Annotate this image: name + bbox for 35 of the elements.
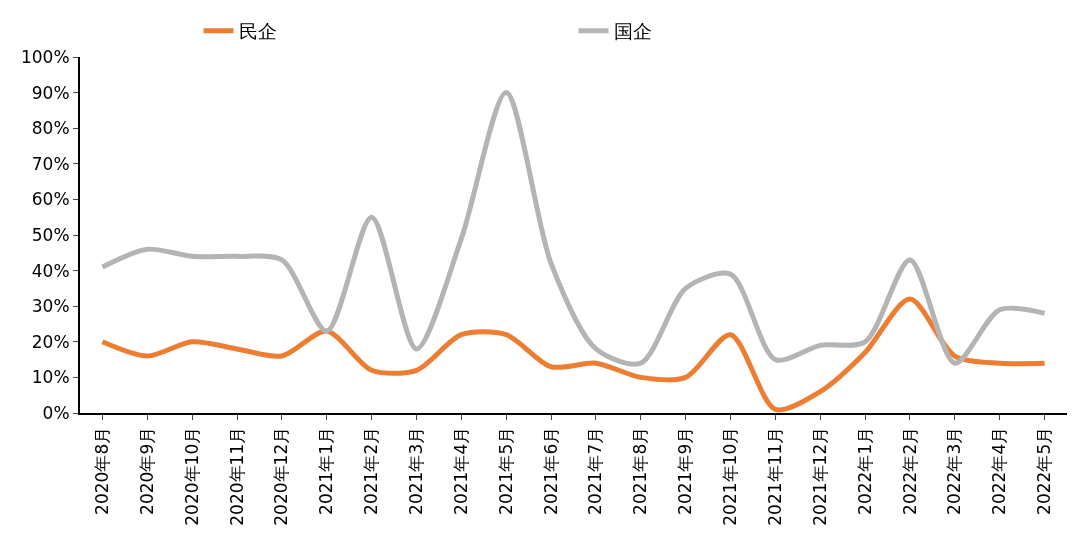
x-tick-label: 2021年5月 bbox=[495, 426, 516, 515]
x-tick-label: 2022年2月 bbox=[899, 426, 920, 515]
x-tick-label: 2021年1月 bbox=[316, 426, 337, 515]
y-tick-label: 80% bbox=[31, 118, 70, 139]
y-tick-label: 30% bbox=[31, 296, 70, 317]
y-tick-label: 0% bbox=[42, 402, 70, 423]
legend-label: 国企 bbox=[613, 20, 652, 43]
x-tick-label: 2020年10月 bbox=[181, 426, 202, 526]
x-tick-label: 2022年3月 bbox=[944, 426, 965, 515]
x-tick-label: 2021年9月 bbox=[675, 426, 696, 515]
y-tick-label: 40% bbox=[31, 260, 70, 281]
x-tick-label: 2021年3月 bbox=[406, 426, 427, 515]
y-tick-label: 50% bbox=[31, 224, 70, 245]
x-tick-label: 2020年9月 bbox=[136, 426, 157, 515]
y-tick-label: 100% bbox=[20, 46, 70, 67]
x-tick-label: 2021年2月 bbox=[361, 426, 382, 515]
y-tick-label: 10% bbox=[31, 367, 70, 388]
x-tick-label: 2022年1月 bbox=[854, 426, 875, 515]
y-tick-label: 20% bbox=[31, 331, 70, 352]
x-tick-label: 2021年4月 bbox=[450, 426, 471, 515]
x-tick-label: 2021年8月 bbox=[630, 426, 651, 515]
x-tick-label: 2020年11月 bbox=[226, 426, 247, 526]
x-tick-label: 2022年5月 bbox=[1034, 426, 1055, 515]
x-tick-label: 2021年10月 bbox=[720, 426, 741, 526]
x-tick-label: 2020年12月 bbox=[271, 426, 292, 526]
x-tick-label: 2022年4月 bbox=[989, 426, 1010, 515]
y-tick-label: 60% bbox=[31, 189, 70, 210]
y-tick-label: 70% bbox=[31, 153, 70, 174]
x-tick-label: 2021年11月 bbox=[764, 426, 785, 526]
y-tick-label: 90% bbox=[31, 82, 70, 103]
x-tick-label: 2021年6月 bbox=[540, 426, 561, 515]
x-tick-label: 2021年12月 bbox=[809, 426, 830, 526]
x-tick-label: 2021年7月 bbox=[585, 426, 606, 515]
x-tick-label: 2020年8月 bbox=[91, 426, 112, 515]
legend-label: 民企 bbox=[238, 20, 277, 43]
